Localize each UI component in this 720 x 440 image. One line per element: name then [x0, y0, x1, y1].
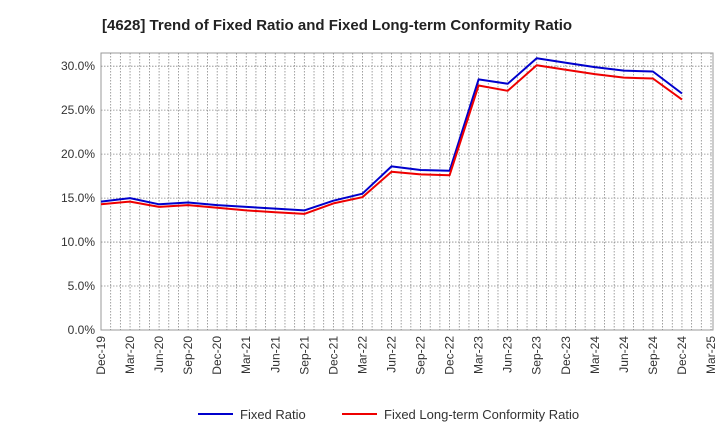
y-tick-label: 15.0% [61, 191, 95, 205]
y-tick-label: 30.0% [61, 59, 95, 73]
series-line-0 [100, 57, 683, 212]
x-tick-label: Dec-21 [326, 336, 340, 375]
x-tick-label: Sep-24 [646, 336, 660, 375]
legend-label-fixed-long-term-conformity-ratio: Fixed Long-term Conformity Ratio [384, 407, 579, 422]
x-tick-label: Jun-23 [501, 336, 515, 373]
plot-frame [100, 52, 714, 331]
y-tick-label: 0.0% [68, 323, 96, 337]
x-tick-label: Mar-23 [472, 336, 486, 374]
x-tick-label: Dec-22 [443, 336, 457, 375]
y-tick-label: 10.0% [61, 235, 95, 249]
x-tick-label: Mar-25 [704, 336, 718, 374]
x-tick-label: Mar-22 [355, 336, 369, 374]
legend: Fixed Ratio Fixed Long-term Conformity R… [198, 407, 579, 422]
y-tick-label: 20.0% [61, 147, 95, 161]
x-tick-label: Sep-23 [530, 336, 544, 375]
x-tick-label: Jun-22 [384, 336, 398, 373]
x-tick-label: Sep-22 [414, 336, 428, 375]
x-tick-label: Jun-24 [617, 336, 631, 373]
x-tick-label: Jun-20 [152, 336, 166, 373]
legend-label-fixed-ratio: Fixed Ratio [240, 407, 306, 422]
series-line-1 [100, 64, 683, 215]
x-tick-label: Sep-21 [297, 336, 311, 375]
chart-title: [4628] Trend of Fixed Ratio and Fixed Lo… [102, 17, 572, 34]
x-tick-label: Sep-20 [181, 336, 195, 375]
x-tick-label: Jun-21 [268, 336, 282, 373]
x-tick-label: Mar-20 [123, 336, 137, 374]
legend-item-fixed-long-term-conformity-ratio: Fixed Long-term Conformity Ratio [342, 407, 579, 422]
x-tick-label: Dec-20 [210, 336, 224, 375]
y-tick-label: 5.0% [68, 279, 96, 293]
legend-item-fixed-ratio: Fixed Ratio [198, 407, 306, 422]
y-tick-label: 25.0% [61, 103, 95, 117]
x-tick-label: Dec-19 [94, 336, 108, 375]
x-tick-label: Dec-23 [559, 336, 573, 375]
x-tick-label: Mar-21 [239, 336, 253, 374]
x-tick-label: Mar-24 [588, 336, 602, 374]
plot-area: 0.0% 5.0% 10.0% 15.0% 20.0% 25.0% 30.0% Dec-19 M… [61, 52, 718, 375]
x-tick-label: Dec-24 [675, 336, 689, 375]
